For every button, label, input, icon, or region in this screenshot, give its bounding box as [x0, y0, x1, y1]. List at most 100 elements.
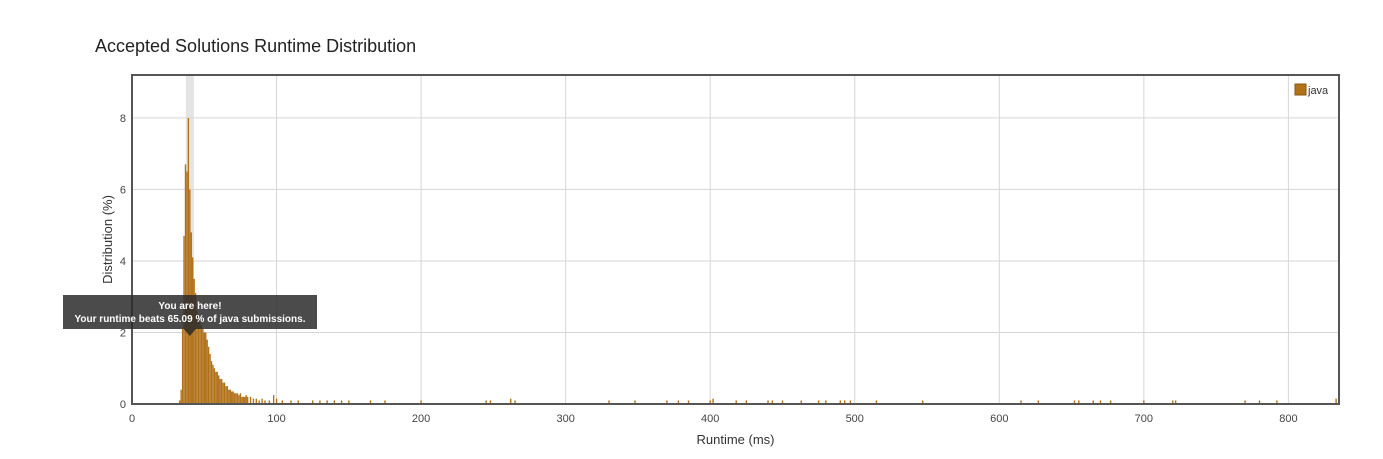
x-tick-label: 400 [701, 413, 719, 425]
bar [199, 321, 201, 404]
bar [340, 400, 343, 404]
bar [246, 396, 249, 404]
bar [197, 318, 200, 404]
bar [255, 398, 258, 404]
bar [1109, 400, 1112, 404]
bar [216, 371, 218, 404]
bar [767, 400, 769, 404]
bar [206, 339, 208, 404]
legend-swatch-java [1294, 83, 1307, 96]
bar [312, 400, 314, 404]
bar [219, 378, 221, 404]
bar [326, 400, 328, 404]
grid [132, 75, 1339, 404]
x-tick-label: 600 [990, 413, 1008, 425]
bar [242, 396, 244, 404]
tooltip-line-2: Your runtime beats 65.09 % of java submi… [74, 314, 305, 325]
bar [207, 346, 210, 404]
bar [179, 400, 181, 404]
bar [817, 400, 820, 404]
bar [228, 389, 230, 404]
bar [712, 398, 714, 404]
y-tick-label: 6 [120, 184, 126, 196]
bar [186, 171, 188, 404]
bar [420, 400, 422, 404]
bar [875, 400, 878, 404]
bar [634, 400, 636, 404]
x-axis-title: Runtime (ms) [696, 432, 774, 447]
bar [184, 164, 187, 404]
bar [236, 393, 239, 404]
bar [608, 400, 610, 404]
bar [252, 398, 255, 404]
bar [275, 398, 278, 404]
tooltip-arrow [183, 329, 196, 336]
bar [771, 400, 774, 404]
bar [709, 400, 711, 404]
bar [1037, 400, 1040, 404]
bar [369, 400, 372, 404]
bar [205, 332, 207, 404]
bar [200, 325, 203, 404]
bar [1073, 400, 1076, 404]
bar [196, 311, 198, 404]
bar [1174, 400, 1177, 404]
bar [514, 400, 516, 404]
bar [232, 391, 234, 404]
bar [187, 117, 190, 405]
bar [384, 400, 386, 404]
y-tick-label: 4 [120, 256, 126, 268]
bar [222, 382, 224, 404]
bar [226, 386, 229, 404]
bar [1099, 400, 1102, 404]
bar [202, 328, 204, 404]
bar [241, 396, 243, 404]
bar [203, 332, 205, 404]
tooltip-box [63, 295, 317, 329]
bar [800, 400, 802, 404]
bar [922, 400, 924, 404]
bar [239, 393, 242, 404]
bar [1258, 400, 1261, 404]
x-tick-label: 300 [556, 413, 574, 425]
bar [745, 400, 748, 404]
legend-label-java: java [1307, 85, 1329, 97]
bar [489, 400, 492, 404]
bar [212, 364, 214, 404]
axis-ticks: 0 100 200 300 400 500 600 700 800 0 2 4 6 8 [120, 113, 1298, 425]
bar [735, 400, 737, 404]
bar [1020, 400, 1022, 404]
bar [229, 389, 231, 404]
bar [264, 400, 266, 404]
bar [781, 400, 784, 404]
bar [233, 393, 236, 404]
bar [290, 400, 292, 404]
bar [193, 278, 195, 404]
bar [180, 389, 182, 404]
runtime-tooltip: You are here! Your runtime beats 65.09 %… [63, 295, 317, 336]
bar [1092, 400, 1094, 404]
bar [485, 400, 487, 404]
bar [666, 400, 668, 404]
bar [213, 368, 216, 404]
bar [249, 396, 252, 404]
bar [843, 400, 846, 404]
tooltip-line-1: You are here! [158, 301, 221, 312]
plot-frame [131, 74, 1340, 405]
bar [223, 382, 226, 404]
x-tick-label: 700 [1135, 413, 1153, 425]
bar [218, 375, 220, 404]
bar [258, 400, 260, 404]
bar [245, 395, 247, 404]
bar [281, 400, 284, 404]
bar [1276, 400, 1278, 404]
bar [1244, 400, 1246, 404]
bar [261, 398, 263, 404]
bar [244, 396, 246, 404]
x-tick-label: 200 [412, 413, 430, 425]
x-tick-label: 800 [1279, 413, 1297, 425]
bar [849, 400, 852, 404]
bar [825, 400, 827, 404]
bar [1335, 398, 1337, 404]
